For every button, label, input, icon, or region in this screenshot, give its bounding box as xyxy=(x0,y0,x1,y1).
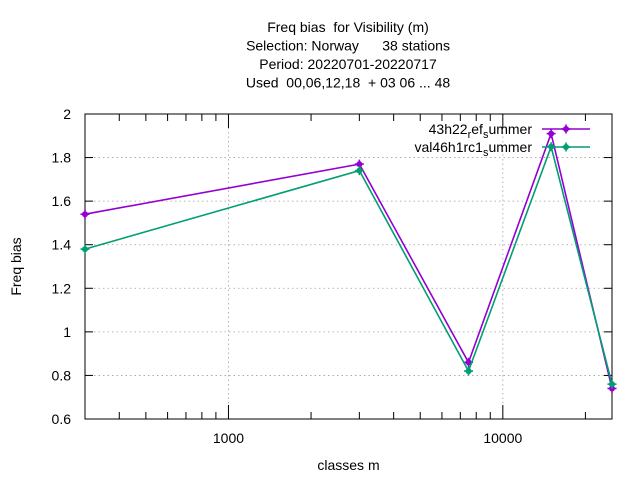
legend-text-part: r xyxy=(468,129,472,141)
legend-text-part: ef xyxy=(471,121,483,137)
legend-label-2: val46h1rc1summer xyxy=(414,139,532,159)
legend-marker-2 xyxy=(561,142,571,152)
y-tick-label: 0.8 xyxy=(52,367,72,383)
legend-text-part: val46h1rc1 xyxy=(414,139,483,155)
axis-ticks xyxy=(84,113,612,420)
y-tick-label: 1.2 xyxy=(52,280,72,296)
series-2-point xyxy=(354,166,364,176)
y-tick-label: 1.6 xyxy=(52,193,72,209)
series-1-point xyxy=(80,209,90,219)
series-2-point xyxy=(80,244,90,254)
legend-text-part: s xyxy=(483,129,489,141)
legend-text-part: ummer xyxy=(488,121,532,137)
x-tick-label: 1000 xyxy=(213,430,244,446)
y-tick-label: 2 xyxy=(63,106,71,122)
legend-text-part: ummer xyxy=(488,139,532,155)
title-line-3: Period: 20220701-20220717 xyxy=(259,56,437,72)
series-1-point xyxy=(546,129,556,139)
grid-lines xyxy=(85,114,612,419)
title-line-1: Freq bias for Visibility (m) xyxy=(267,19,429,35)
title-line-4: Used 00,06,12,18 + 03 06 ... 48 xyxy=(246,75,451,91)
y-axis-label: Freq bias xyxy=(8,237,24,295)
data-series xyxy=(80,129,617,393)
series-2 xyxy=(80,142,617,389)
legend-label-1: 43h22refsummer xyxy=(429,121,533,141)
series-2-point xyxy=(607,379,617,389)
y-tick-label: 1.4 xyxy=(52,237,72,253)
x-axis-label: classes m xyxy=(317,457,379,473)
x-tick-label: 10000 xyxy=(483,430,522,446)
legend-text-part: s xyxy=(483,147,489,159)
series-1-point xyxy=(464,357,474,367)
y-tick-label: 0.6 xyxy=(52,411,72,427)
title-line-2: Selection: Norway 38 stations xyxy=(246,38,450,54)
y-tick-label: 1.8 xyxy=(52,150,72,166)
plot-frame xyxy=(84,113,613,420)
series-2-point xyxy=(464,366,474,376)
x-tick-labels: 1000 10000 xyxy=(213,430,523,446)
series-1-line xyxy=(84,130,613,389)
legend-text-part: 43h22 xyxy=(429,121,468,137)
y-tick-label: 1 xyxy=(63,324,71,340)
y-tick-labels: 0.6 0.8 1 1.2 1.4 1.6 1.8 2 xyxy=(52,106,72,427)
legend-marker-1 xyxy=(561,124,571,134)
chart-title: Freq bias for Visibility (m) Selection: N… xyxy=(246,19,451,91)
series-1 xyxy=(80,129,617,393)
